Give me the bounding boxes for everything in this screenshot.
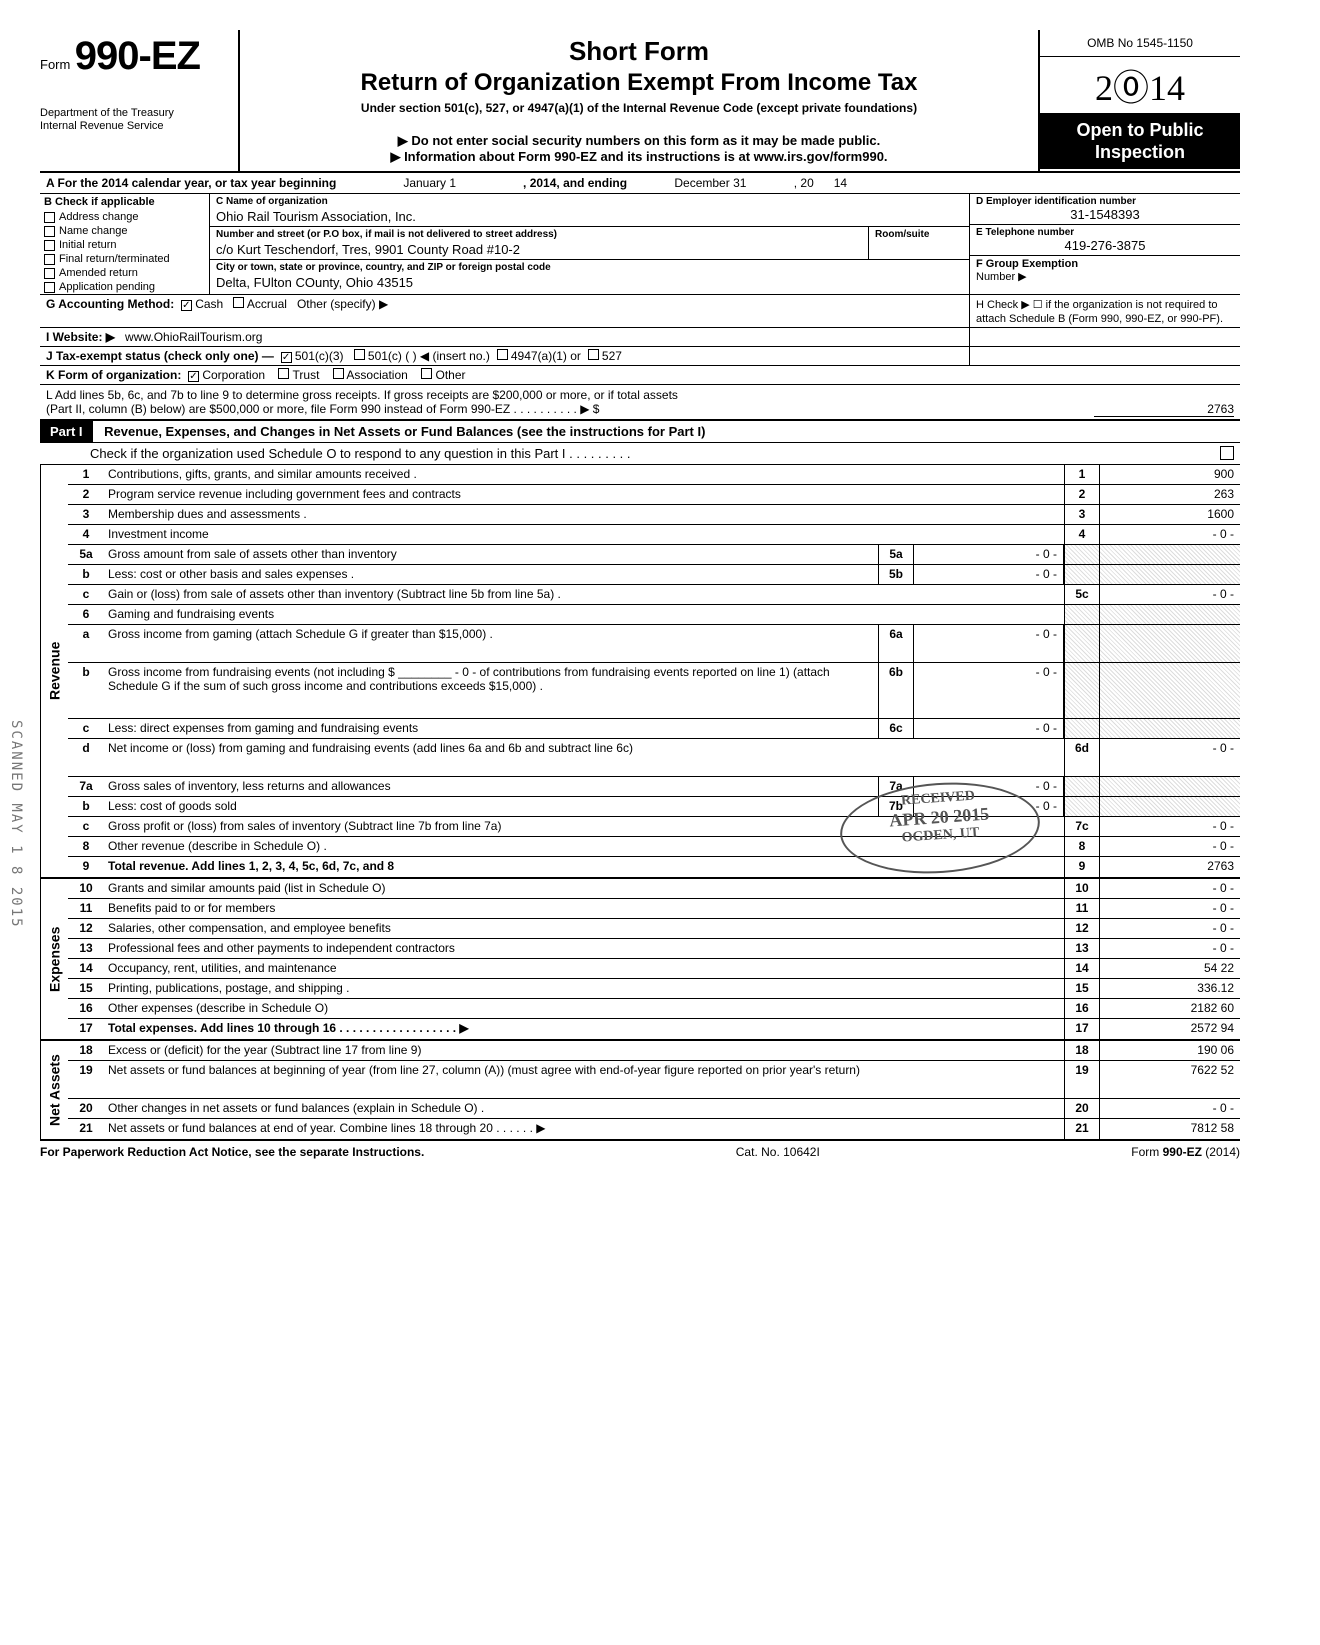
footer: For Paperwork Reduction Act Notice, see … (40, 1141, 1240, 1159)
form-number: 990-EZ (75, 34, 200, 78)
omb-number: OMB No 1545-1150 (1040, 30, 1240, 57)
line20-val: - 0 - (1100, 1099, 1240, 1118)
col-C: C Name of organization Ohio Rail Tourism… (210, 194, 970, 294)
chk-527[interactable] (588, 349, 599, 360)
line9-val: 2763 (1100, 857, 1240, 877)
chk-app-pending[interactable]: Application pending (40, 280, 209, 294)
C-city-label: City or town, state or province, country… (216, 262, 963, 273)
form-prefix: Form (40, 57, 70, 72)
chk-initial-return[interactable]: Initial return (40, 238, 209, 252)
row-L: L Add lines 5b, 6c, and 7b to line 9 to … (40, 385, 1240, 421)
subtitle-ssn: ▶ Do not enter social security numbers o… (252, 133, 1026, 149)
dept-treasury: Department of the Treasury (40, 107, 230, 120)
C-addr-label: Number and street (or P.O box, if mail i… (216, 229, 862, 240)
org-addr: c/o Kurt Teschendorf, Tres, 9901 County … (216, 240, 862, 257)
label-expenses: Expenses (40, 879, 68, 1039)
line19-val: 7622 52 (1100, 1061, 1240, 1098)
org-city: Delta, FUlton COunty, Ohio 43515 (216, 273, 963, 290)
line6d-val: - 0 - (1100, 739, 1240, 776)
F-label2: Number ▶ (976, 271, 1027, 283)
subtitle-info: ▶ Information about Form 990-EZ and its … (252, 149, 1026, 165)
header-left: Form 990-EZ Department of the Treasury I… (40, 30, 240, 171)
form-header: Form 990-EZ Department of the Treasury I… (40, 30, 1240, 173)
B-header: B Check if applicable (40, 194, 209, 210)
row-K: K Form of organization: Corporation Trus… (40, 366, 1240, 385)
line5c-val: - 0 - (1100, 585, 1240, 604)
line15-val: 336.12 (1100, 979, 1240, 998)
line11-val: - 0 - (1100, 899, 1240, 918)
line18-val: 190 06 (1100, 1041, 1240, 1060)
form-990ez: Form 990-EZ Department of the Treasury I… (40, 30, 1240, 1159)
chk-amended[interactable]: Amended return (40, 266, 209, 280)
row-G: G Accounting Method: Cash Accrual Other … (40, 295, 1240, 328)
label-revenue: Revenue (40, 465, 68, 877)
col-DEF: D Employer identification number 31-1548… (970, 194, 1240, 294)
H-text: H Check ▶ ☐ if the organization is not r… (976, 299, 1223, 325)
part1-header: Part I Revenue, Expenses, and Changes in… (40, 421, 1240, 443)
website: www.OhioRailTourism.org (125, 330, 262, 344)
footer-cat: Cat. No. 10642I (736, 1145, 820, 1159)
chk-4947[interactable] (497, 349, 508, 360)
part1-check: Check if the organization used Schedule … (40, 443, 1240, 465)
label-netassets: Net Assets (40, 1041, 68, 1139)
C-room-label: Room/suite (875, 229, 963, 240)
dept-irs: Internal Revenue Service (40, 120, 230, 133)
line13-val: - 0 - (1100, 939, 1240, 958)
gross-receipts: 2763 (1094, 402, 1234, 417)
chk-cash[interactable] (181, 300, 192, 311)
header-right: OMB No 1545-1150 2⓪201414 Open to Public… (1040, 30, 1240, 171)
block-BCDEF: B Check if applicable Address change Nam… (40, 194, 1240, 295)
line8-val: - 0 - (1100, 837, 1240, 856)
row-A: A For the 2014 calendar year, or tax yea… (40, 173, 1240, 194)
chk-accrual[interactable] (233, 297, 244, 308)
chk-final-return[interactable]: Final return/terminated (40, 252, 209, 266)
netassets-section: Net Assets 18Excess or (deficit) for the… (40, 1041, 1240, 1141)
header-mid: Short Form Return of Organization Exempt… (240, 30, 1040, 171)
open-to-public: Open to PublicInspection (1040, 114, 1240, 169)
subtitle-code: Under section 501(c), 527, or 4947(a)(1)… (252, 101, 1026, 115)
line17-val: 2572 94 (1100, 1019, 1240, 1039)
line3-val: 1600 (1100, 505, 1240, 524)
title-return: Return of Organization Exempt From Incom… (252, 69, 1026, 97)
F-label: F Group Exemption (976, 258, 1078, 270)
E-label: E Telephone number (976, 227, 1234, 238)
C-name-label: C Name of organization (216, 196, 963, 207)
line10-val: - 0 - (1100, 879, 1240, 898)
line21-val: 7812 58 (1100, 1119, 1240, 1139)
org-name: Ohio Rail Tourism Association, Inc. (216, 207, 963, 224)
title-short-form: Short Form (252, 36, 1026, 67)
line1-val: 900 (1100, 465, 1240, 484)
footer-form: Form 990-EZ (2014) (1131, 1145, 1240, 1159)
chk-name-change[interactable]: Name change (40, 224, 209, 238)
chk-501c3[interactable] (281, 352, 292, 363)
D-label: D Employer identification number (976, 196, 1234, 207)
col-B: B Check if applicable Address change Nam… (40, 194, 210, 294)
line7c-val: - 0 - (1100, 817, 1240, 836)
expenses-section: Expenses 10Grants and similar amounts pa… (40, 879, 1240, 1041)
phone: 419-276-3875 (976, 238, 1234, 253)
chk-other-org[interactable] (421, 368, 432, 379)
line16-val: 2182 60 (1100, 999, 1240, 1018)
line2-val: 263 (1100, 485, 1240, 504)
footer-left: For Paperwork Reduction Act Notice, see … (40, 1145, 424, 1159)
line4-val: - 0 - (1100, 525, 1240, 544)
chk-501c[interactable] (354, 349, 365, 360)
chk-trust[interactable] (278, 368, 289, 379)
row-I: I Website: ▶ www.OhioRailTourism.org (40, 328, 1240, 347)
chk-corp[interactable] (188, 371, 199, 382)
chk-schedule-o[interactable] (1220, 446, 1234, 460)
tax-year: 2⓪201414 (1040, 57, 1240, 114)
row-J: J Tax-exempt status (check only one) — 5… (40, 347, 1240, 366)
chk-address-change[interactable]: Address change (40, 210, 209, 224)
line14-val: 54 22 (1100, 959, 1240, 978)
line12-val: - 0 - (1100, 919, 1240, 938)
chk-assoc[interactable] (333, 368, 344, 379)
ein: 31-1548393 (976, 207, 1234, 222)
revenue-section: Revenue 1Contributions, gifts, grants, a… (40, 465, 1240, 879)
scanned-stamp: SCANNED MAY 1 8 2015 (8, 720, 24, 929)
